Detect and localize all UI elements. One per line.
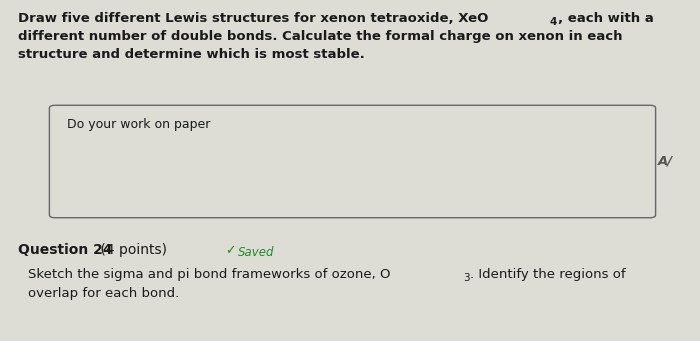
Text: Sketch the sigma and pi bond frameworks of ozone, O: Sketch the sigma and pi bond frameworks …	[28, 268, 391, 281]
Text: Draw five different Lewis structures for xenon tetraoxide, XeO: Draw five different Lewis structures for…	[18, 12, 489, 25]
Text: 4: 4	[550, 17, 557, 27]
Text: (4 points): (4 points)	[96, 243, 167, 257]
Text: different number of double bonds. Calculate the formal charge on xenon in each: different number of double bonds. Calcul…	[18, 30, 622, 43]
Text: , each with a: , each with a	[558, 12, 654, 25]
Text: 3: 3	[463, 273, 470, 283]
Text: structure and determine which is most stable.: structure and determine which is most st…	[18, 48, 365, 61]
Text: Do your work on paper: Do your work on paper	[67, 118, 211, 131]
Text: . Identify the regions of: . Identify the regions of	[470, 268, 626, 281]
Text: ✓: ✓	[225, 244, 235, 257]
Text: Saved: Saved	[238, 246, 274, 259]
Text: A/: A/	[658, 155, 673, 168]
Text: Question 24: Question 24	[18, 243, 113, 257]
Text: overlap for each bond.: overlap for each bond.	[28, 287, 179, 300]
